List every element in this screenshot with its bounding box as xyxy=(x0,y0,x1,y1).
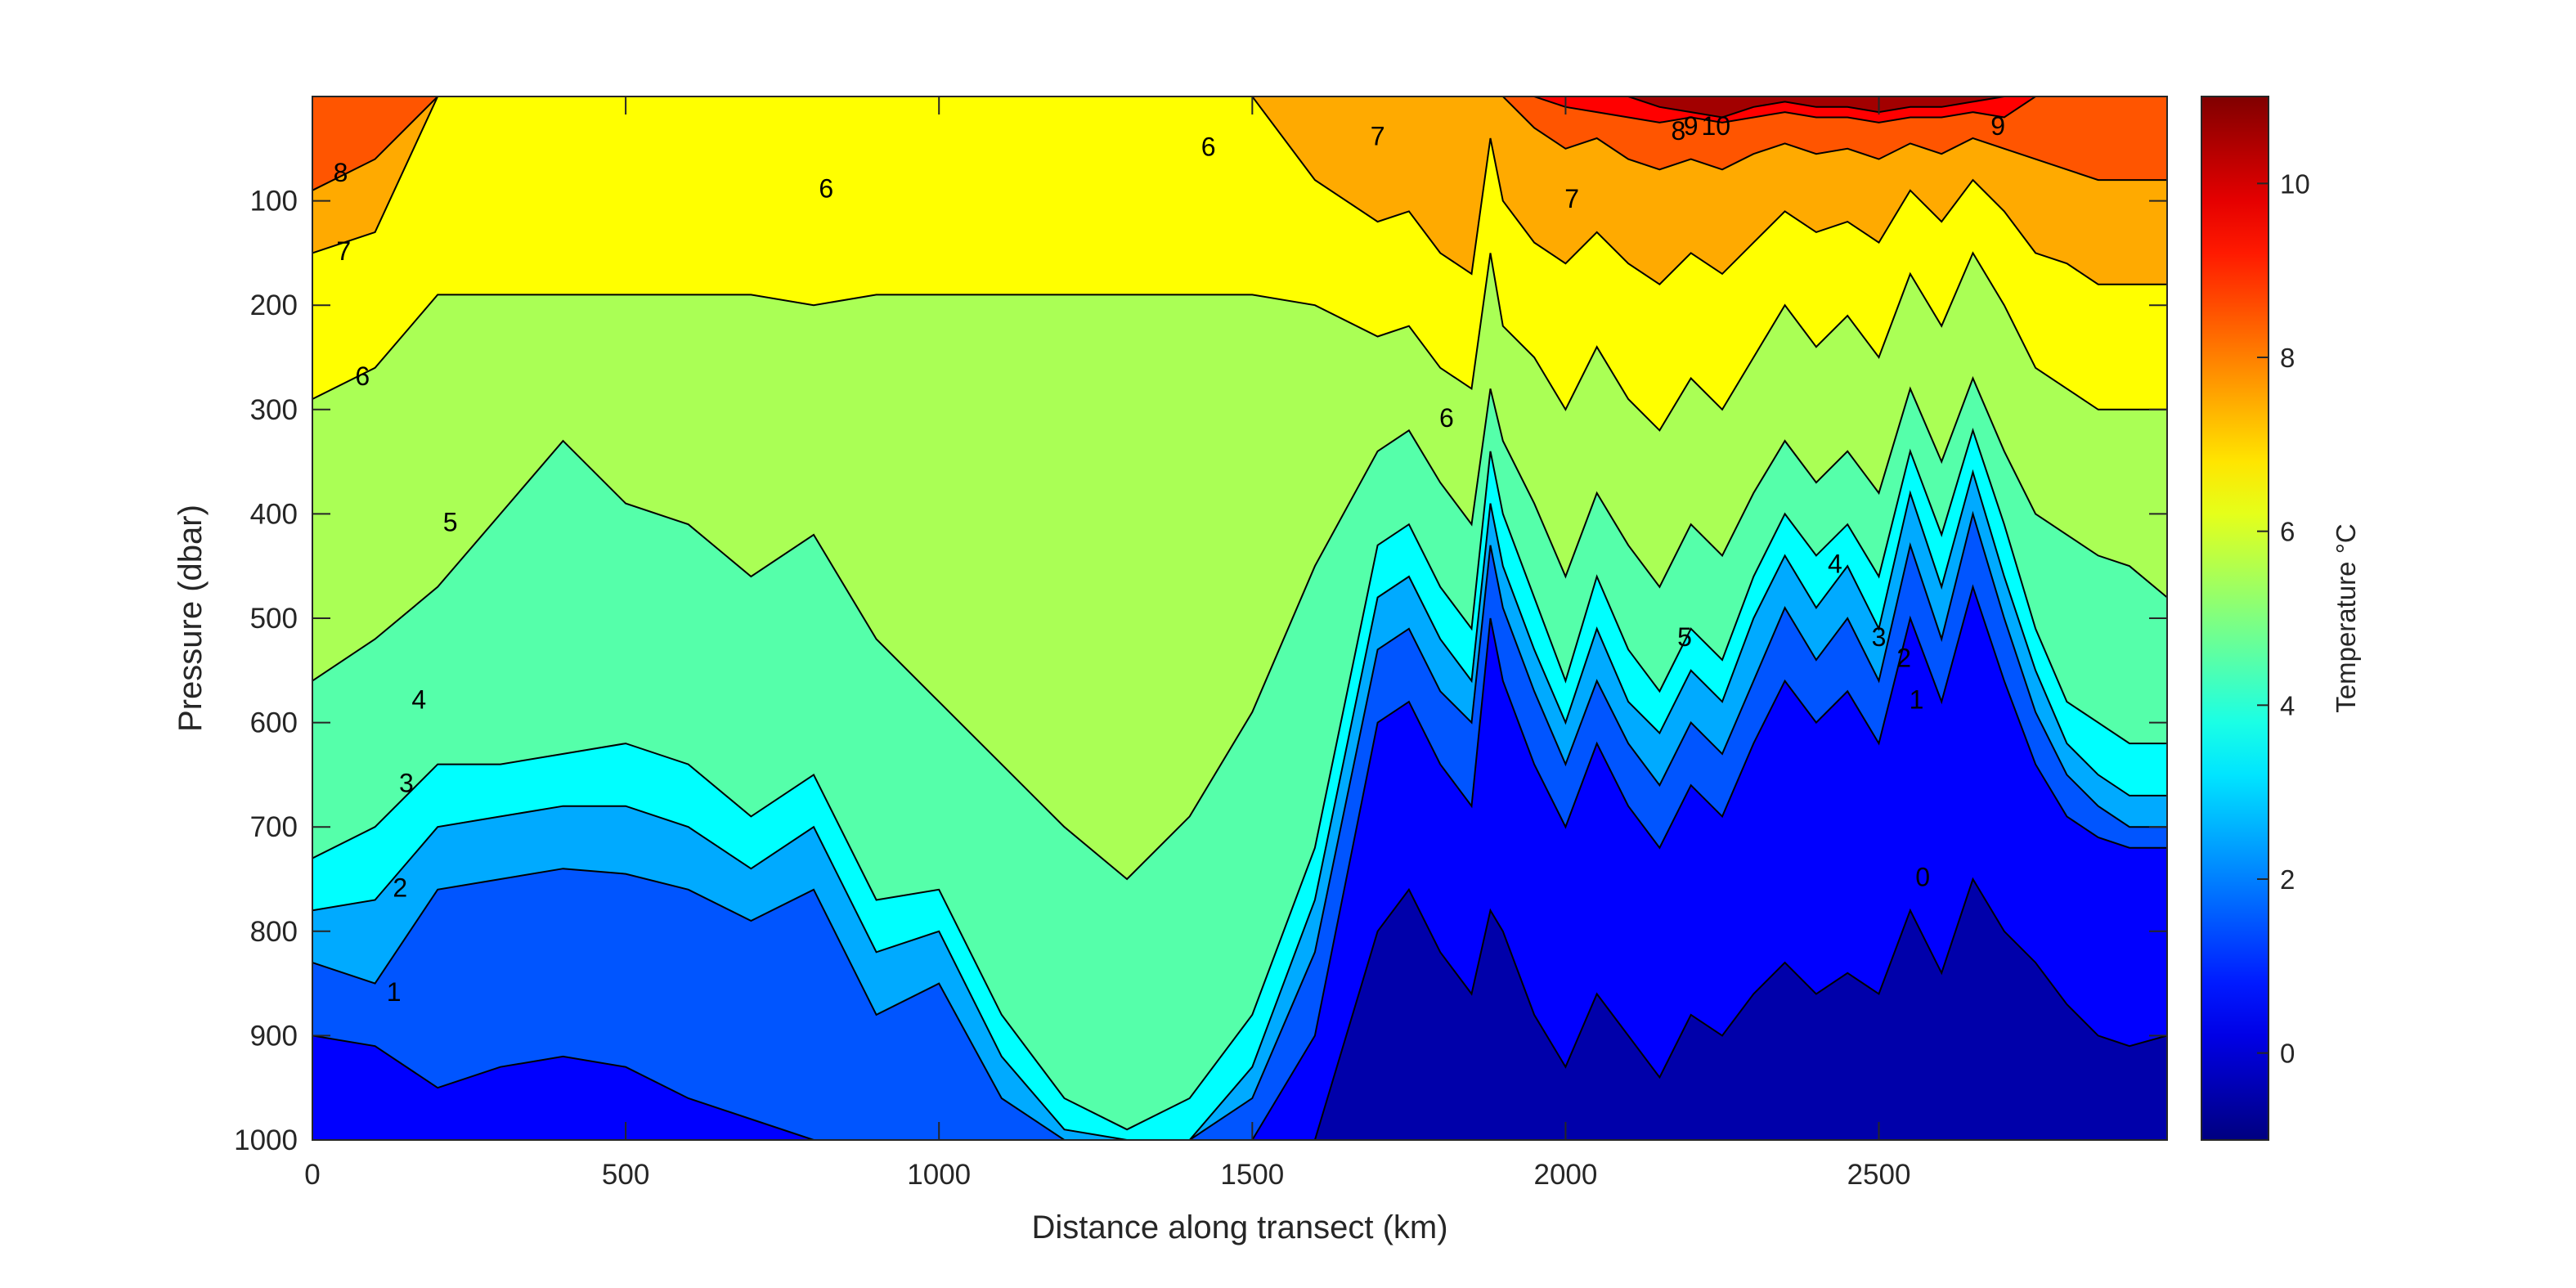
colorbar-title: Temperature °C xyxy=(2331,523,2361,712)
colorbar-tick-label: 4 xyxy=(2280,690,2295,720)
contour-label: 0 xyxy=(1915,862,1930,891)
colorbar-tick-label: 0 xyxy=(2280,1039,2295,1069)
y-tick-label: 300 xyxy=(250,394,298,426)
contour-line-0 xyxy=(312,877,2167,1140)
contour-label: 3 xyxy=(1872,622,1887,652)
x-tick-label: 0 xyxy=(304,1159,320,1191)
contour-label: 10 xyxy=(1702,111,1731,141)
contour-label: 6 xyxy=(819,173,833,203)
y-tick-label: 600 xyxy=(250,707,298,739)
contour-label: 2 xyxy=(393,873,407,902)
contour-line-6 xyxy=(312,251,2167,432)
contour-label: 6 xyxy=(1201,132,1216,161)
contour-label: 7 xyxy=(1371,121,1385,150)
x-axis: 0 500 1000 1500 2000 2500 xyxy=(304,96,1910,1191)
contour-label: 9 xyxy=(1990,111,2005,141)
colorbar-tick-label: 6 xyxy=(2280,517,2295,547)
contour-label: 8 xyxy=(1672,116,1686,146)
contour-line-10 xyxy=(312,96,2167,119)
contour-label: 6 xyxy=(355,361,370,391)
y-tick-label: 200 xyxy=(250,289,298,321)
contour-label: 2 xyxy=(1896,643,1911,672)
y-tick-label: 100 xyxy=(250,186,298,218)
colorbar-ticks: 0 2 4 6 8 10 xyxy=(2257,168,2310,1069)
contour-line-3 xyxy=(312,469,2167,1140)
contour-line-5 xyxy=(312,375,2167,881)
contour-label: 3 xyxy=(399,769,414,798)
contour-label: 7 xyxy=(336,236,351,266)
temperature-fill xyxy=(312,96,2167,1140)
x-tick-label: 2500 xyxy=(1847,1159,1911,1191)
x-tick-label: 2000 xyxy=(1533,1159,1597,1191)
colorbar-gradient xyxy=(2201,96,2269,1140)
contour-label: 1 xyxy=(387,977,402,1007)
colorbar-frame xyxy=(2201,96,2269,1141)
contour-line-4 xyxy=(312,427,2167,1131)
y-axis: 100 200 300 400 500 600 700 800 900 1000 xyxy=(234,186,2167,1156)
contour-line-2 xyxy=(312,510,2167,1140)
band-above-10 xyxy=(312,96,2167,118)
contour-label: 6 xyxy=(1439,403,1454,433)
contour-label: 1 xyxy=(1910,685,1924,715)
y-tick-label: 700 xyxy=(250,811,298,843)
y-tick-label: 1000 xyxy=(234,1124,298,1156)
contour-line-1 xyxy=(312,584,2167,1140)
y-tick-label: 800 xyxy=(250,916,298,948)
x-axis-title: Distance along transect (km) xyxy=(1031,1209,1447,1245)
colorbar: 0 2 4 6 8 10 Temperature °C xyxy=(2201,96,2361,1141)
x-tick-label: 1500 xyxy=(1220,1159,1284,1191)
y-tick-label: 900 xyxy=(250,1020,298,1052)
contour-line-7 xyxy=(312,96,2167,285)
y-tick-label: 500 xyxy=(250,603,298,635)
contour-label: 5 xyxy=(443,508,458,537)
contour-line-9 xyxy=(312,96,2167,123)
colorbar-tick-label: 8 xyxy=(2280,343,2295,373)
colorbar-tick-label: 10 xyxy=(2280,168,2310,199)
contour-label: 5 xyxy=(1677,622,1692,652)
colorbar-tick-label: 2 xyxy=(2280,864,2295,895)
contour-label: 7 xyxy=(1564,184,1579,213)
x-tick-label: 1000 xyxy=(907,1159,971,1191)
y-axis-title: Pressure (dbar) xyxy=(173,505,209,732)
x-tick-label: 500 xyxy=(602,1159,649,1191)
contour-label: 4 xyxy=(1828,550,1842,579)
y-tick-label: 400 xyxy=(250,498,298,530)
contour-label: 8 xyxy=(334,158,348,187)
contour-lines xyxy=(312,96,2167,1140)
contour-label: 4 xyxy=(411,685,426,715)
contour-line-8 xyxy=(312,96,2167,191)
contour-label: 9 xyxy=(1684,111,1699,141)
